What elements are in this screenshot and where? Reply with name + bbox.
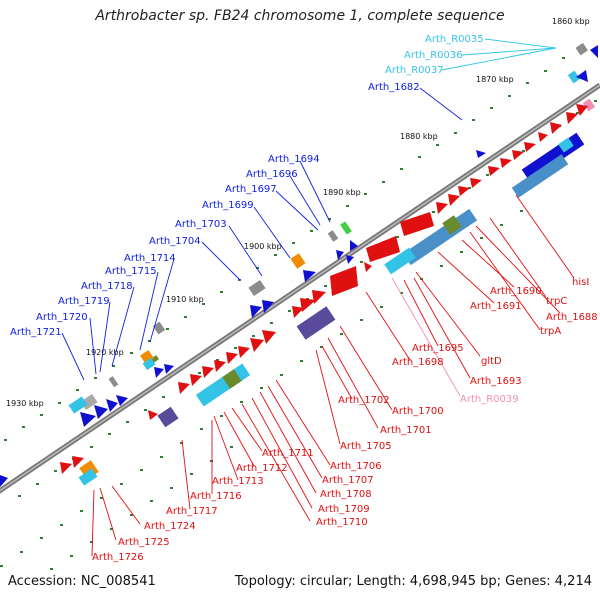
rrna-leader (391, 277, 461, 397)
accession-text: Accession: NC_008541 (8, 574, 156, 589)
scale-label: 1860 kbp (552, 17, 590, 26)
upper-leaders (61, 87, 463, 381)
gene-label[interactable]: Arth_R0035 (425, 34, 484, 45)
backbone (0, 82, 600, 494)
gene-label[interactable]: Arth_1702 (338, 395, 390, 406)
scale-label: 1870 kbp (476, 75, 514, 84)
scale-label: 1920 kbp (86, 348, 124, 357)
gene-label[interactable]: Arth_1725 (118, 537, 170, 548)
gene-label[interactable]: Arth_1696 (246, 169, 298, 180)
gene-label[interactable]: Arth_1718 (81, 281, 133, 292)
gene-label[interactable]: Arth_1697 (225, 184, 277, 195)
gene-label[interactable]: Arth_1707 (322, 475, 374, 486)
rna-leaders (441, 38, 557, 71)
gene-label[interactable]: Arth_1694 (268, 154, 320, 165)
gene-label[interactable]: trpC (546, 296, 567, 307)
gene-label[interactable]: Arth_1720 (36, 312, 88, 323)
gene-label[interactable]: Arth_1713 (212, 476, 264, 487)
scale-label: 1930 kbp (6, 399, 44, 408)
gene-label[interactable]: Arth_1704 (149, 236, 201, 247)
gene-label[interactable]: Arth_1724 (144, 521, 196, 532)
forward-features (0, 42, 598, 487)
gene-label[interactable]: Arth_1699 (202, 200, 254, 211)
map-title: Arthrobacter sp. FB24 chromosome 1, comp… (95, 8, 505, 24)
gene-label[interactable]: Arth_1703 (175, 219, 227, 230)
gene-label[interactable]: hisI (572, 277, 589, 288)
gene-label[interactable]: Arth_1710 (316, 517, 368, 528)
scale-label: 1890 kbp (323, 188, 361, 197)
gene-label[interactable]: Arth_1706 (330, 461, 382, 472)
gene-label[interactable]: Arth_1716 (190, 491, 242, 502)
gene-label[interactable]: Arth_1726 (92, 552, 144, 563)
lower-leaders (91, 194, 575, 557)
gene-label[interactable]: Arth_1709 (318, 504, 370, 515)
scale-label: 1880 kbp (400, 132, 438, 141)
gene-label[interactable]: Arth_1714 (124, 253, 176, 264)
gene-label[interactable]: Arth_1719 (58, 296, 110, 307)
gene-label[interactable]: trpA (540, 326, 561, 337)
gene-label[interactable]: Arth_R0039 (460, 394, 519, 405)
gene-label[interactable]: Arth_1715 (105, 266, 157, 277)
gene-label[interactable]: Arth_1705 (340, 441, 392, 452)
gene-label[interactable]: Arth_1695 (412, 343, 464, 354)
gene-label[interactable]: Arth_1717 (166, 506, 218, 517)
gene-label[interactable]: Arth_R0037 (385, 65, 444, 76)
reverse-features (60, 98, 596, 486)
gene-label[interactable]: Arth_1712 (236, 463, 288, 474)
scale-label: 1900 kbp (244, 242, 282, 251)
gene-label[interactable]: Arth_1693 (470, 376, 522, 387)
gene-label[interactable]: Arth_1691 (470, 301, 522, 312)
gene-label[interactable]: Arth_1698 (392, 357, 444, 368)
gene-label[interactable]: Arth_1690 (490, 286, 542, 297)
gene-label[interactable]: Arth_1721 (10, 327, 62, 338)
gene-label[interactable]: Arth_1708 (320, 489, 372, 500)
gene-label[interactable]: Arth_R0036 (404, 50, 463, 61)
scale-label: 1910 kbp (166, 295, 204, 304)
gene-label[interactable]: gltD (481, 356, 502, 367)
gene-label[interactable]: Arth_1688 (546, 312, 598, 323)
gene-label[interactable]: Arth_1700 (392, 406, 444, 417)
gene-label[interactable]: Arth_1711 (262, 448, 314, 459)
gene-label[interactable]: Arth_1682 (368, 82, 420, 93)
summary-text: Topology: circular; Length: 4,698,945 bp… (234, 574, 592, 589)
gene-label[interactable]: Arth_1701 (380, 425, 432, 436)
